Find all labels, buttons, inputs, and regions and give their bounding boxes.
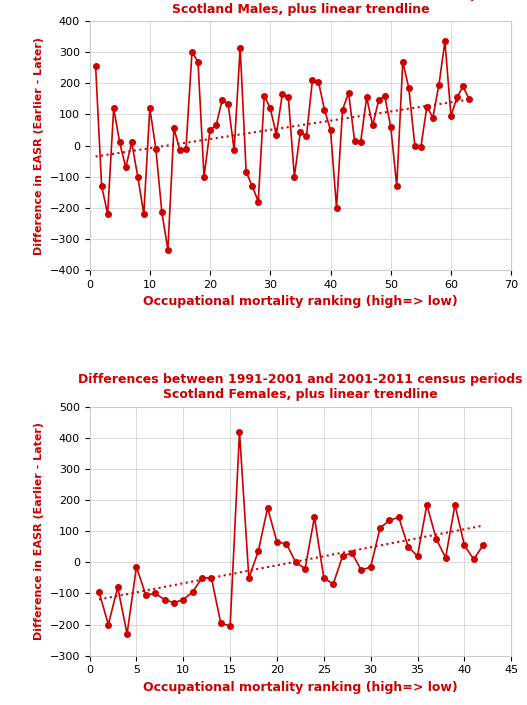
X-axis label: Occupational mortality ranking (high=> low): Occupational mortality ranking (high=> l…	[143, 295, 458, 308]
Title: Differences between 1991-2001 and 2001-2011 census periods
Scotland Females, plu: Differences between 1991-2001 and 2001-2…	[78, 374, 523, 401]
X-axis label: Occupational mortality ranking (high=> low): Occupational mortality ranking (high=> l…	[143, 681, 458, 694]
Title: Differences between 1991-2001 and 2001-2011 census periods
Scotland Males, plus : Differences between 1991-2001 and 2001-2…	[78, 0, 523, 16]
Y-axis label: Difference in EASR (Earlier - Later): Difference in EASR (Earlier - Later)	[34, 37, 44, 255]
Y-axis label: Difference in EASR (Earlier - Later): Difference in EASR (Earlier - Later)	[34, 422, 44, 640]
